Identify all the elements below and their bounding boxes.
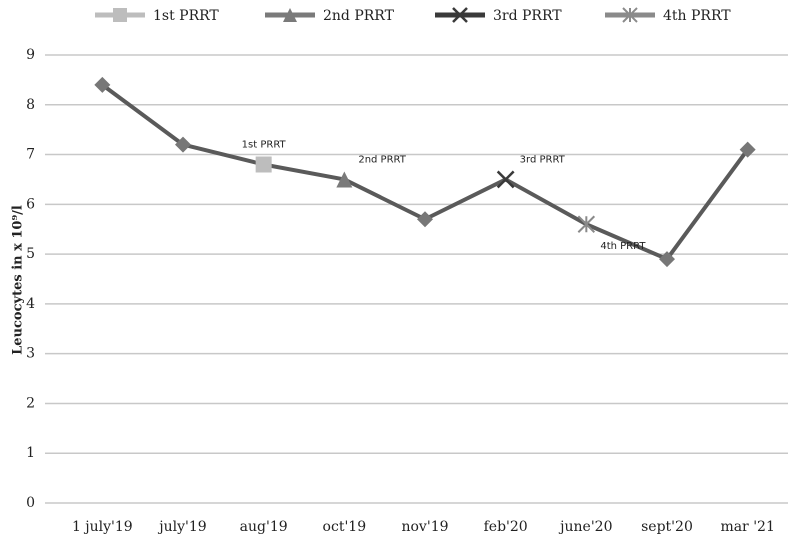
marker bbox=[659, 251, 675, 268]
y-tick-label: 9 bbox=[26, 47, 35, 63]
marker bbox=[336, 171, 353, 188]
marker bbox=[113, 8, 127, 22]
x-tick-label: june'20 bbox=[558, 519, 612, 535]
y-tick-label: 3 bbox=[26, 346, 35, 362]
line bbox=[101, 83, 750, 262]
marker bbox=[577, 215, 596, 233]
y-tick-label: 4 bbox=[26, 296, 35, 312]
annotation: 3rd PRRT bbox=[520, 154, 566, 165]
y-tick-label: 0 bbox=[26, 495, 35, 511]
legend-label: 1st PRRT bbox=[153, 8, 219, 24]
marker bbox=[452, 7, 468, 23]
y-tick-label: 2 bbox=[26, 395, 35, 411]
annotation: 2nd PRRT bbox=[358, 154, 406, 165]
y-tick-label: 5 bbox=[26, 246, 35, 262]
annotation: 4th PRRT bbox=[600, 241, 646, 252]
marker bbox=[175, 136, 191, 153]
x-tick-label: oct'19 bbox=[323, 519, 367, 535]
marker bbox=[283, 8, 297, 22]
marker bbox=[255, 156, 272, 173]
x-tick-label: 1 july'19 bbox=[72, 519, 133, 535]
marker bbox=[417, 211, 433, 228]
x-tick-label: aug'19 bbox=[240, 519, 288, 535]
y-tick-label: 8 bbox=[26, 97, 35, 113]
y-tick-label: 7 bbox=[26, 147, 35, 163]
legend-label: 2nd PRRT bbox=[323, 8, 395, 24]
y-tick-label: 6 bbox=[26, 196, 35, 212]
x-tick-label: nov'19 bbox=[401, 519, 448, 535]
marker bbox=[739, 141, 756, 158]
legend-label: 3rd PRRT bbox=[493, 8, 562, 24]
marker bbox=[94, 76, 111, 93]
legend-label: 4th PRRT bbox=[663, 8, 731, 24]
annotation: 1st PRRT bbox=[242, 140, 287, 151]
x-tick-label: mar '21 bbox=[720, 519, 774, 535]
marker bbox=[622, 7, 638, 23]
x-tick-label: feb'20 bbox=[484, 519, 528, 535]
y-axis-label: Leucocytes in x 10⁹/l bbox=[11, 205, 26, 355]
x-tick-label: sept'20 bbox=[641, 519, 693, 535]
y-tick-label: 1 bbox=[26, 445, 35, 461]
marker bbox=[496, 170, 515, 189]
x-tick-label: july'19 bbox=[157, 519, 206, 535]
